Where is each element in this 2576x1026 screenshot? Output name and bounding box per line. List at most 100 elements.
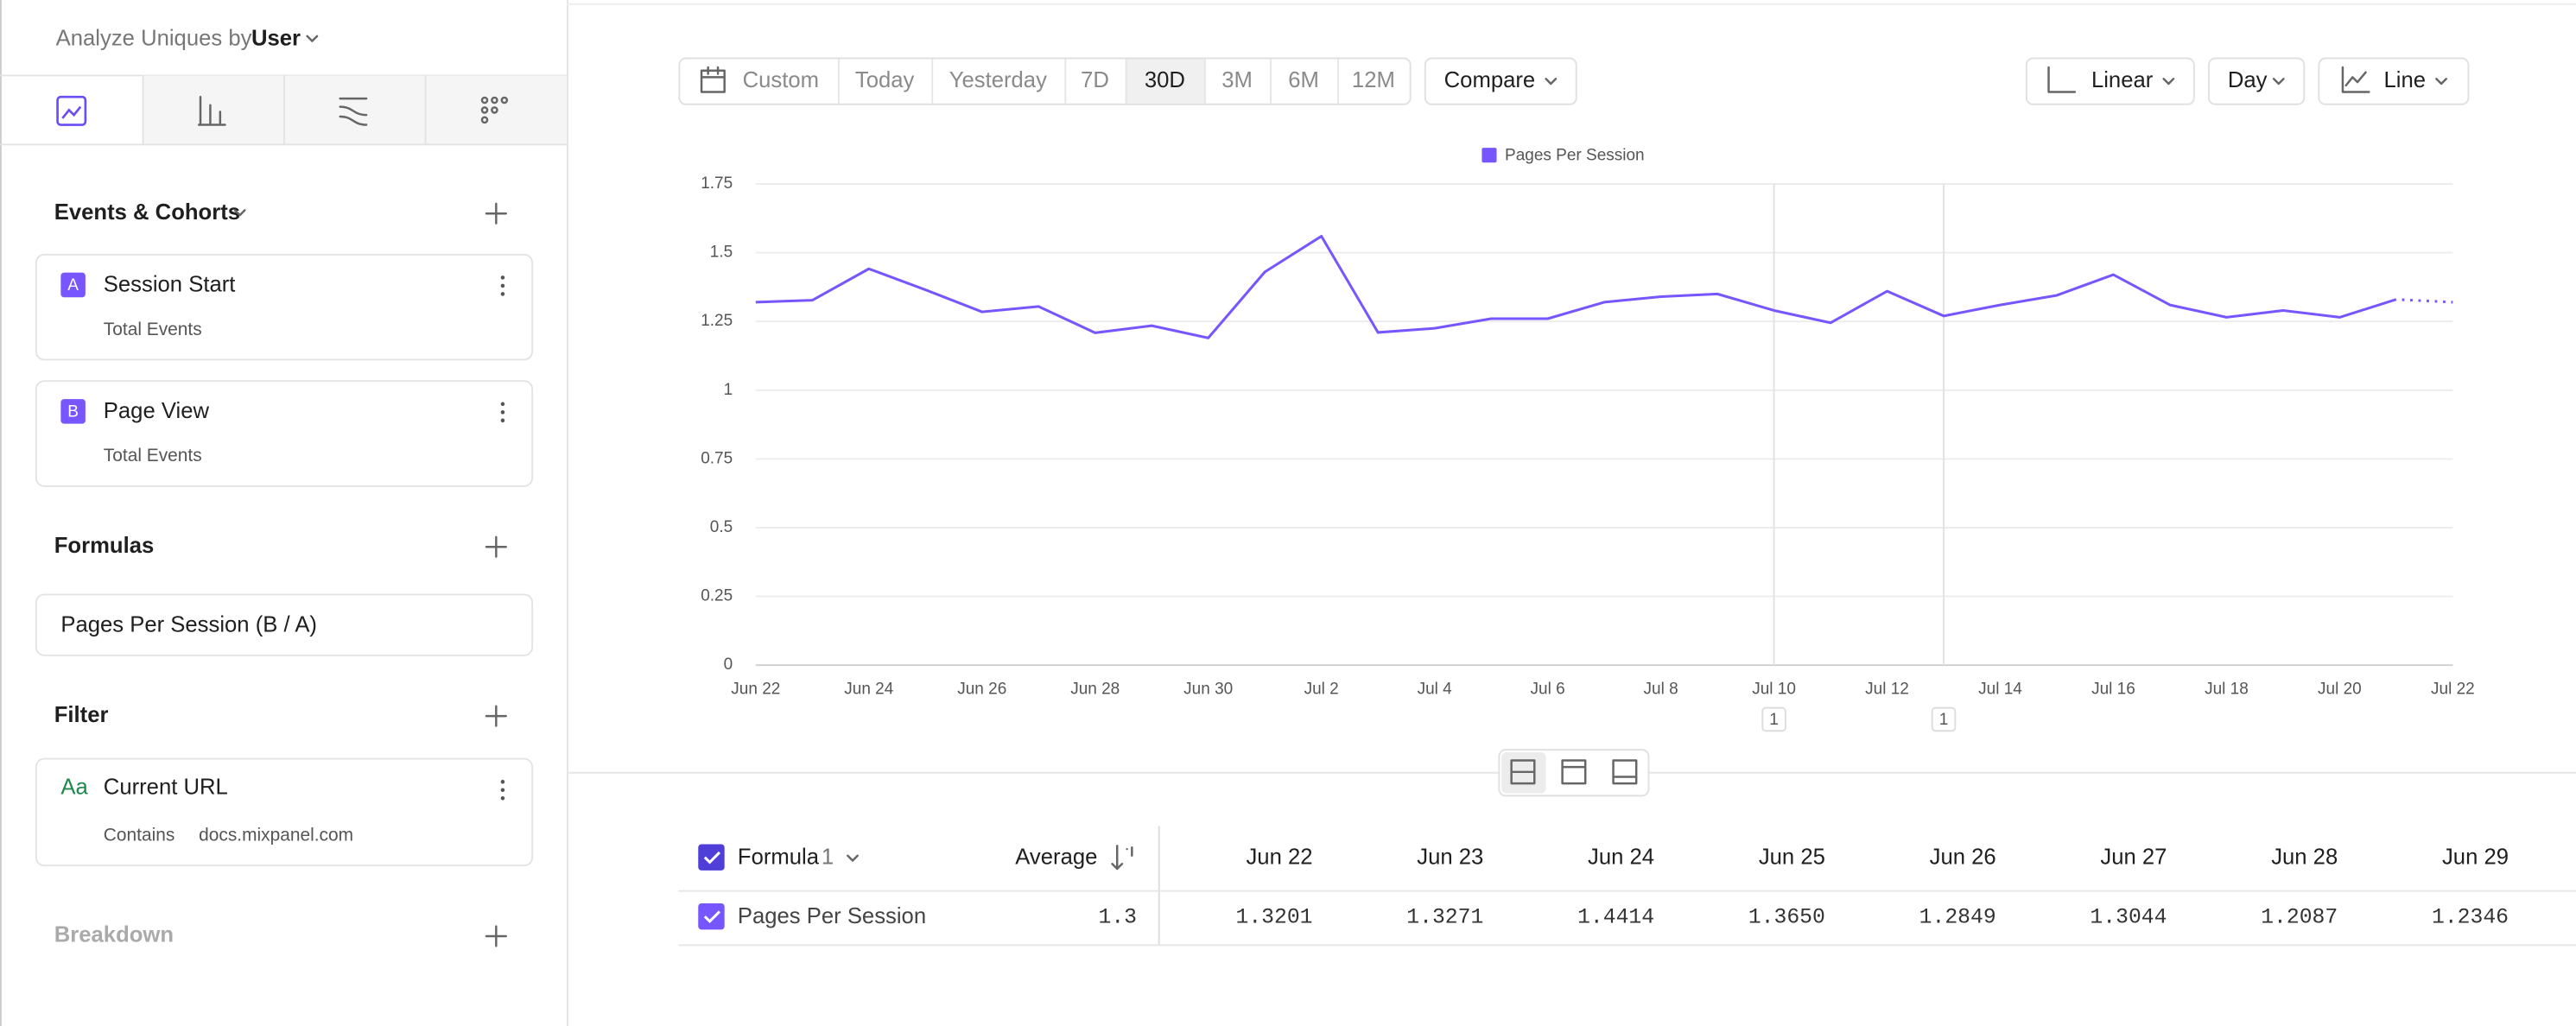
icon xyxy=(500,96,509,104)
column-header: Jun 26 xyxy=(1930,845,1996,869)
y-tick-label: 0.5 xyxy=(710,518,733,536)
column-header: Jun 25 xyxy=(1759,845,1825,869)
cell: 1.2849 xyxy=(1919,906,1996,930)
range-buttons: Custom Today Yesterday 7D 30D 3M 6M 12M xyxy=(743,59,1395,104)
annotation-label: 1 xyxy=(1939,711,1949,729)
x-tick-label: Jul 14 xyxy=(1978,681,2022,699)
table: Formula 1 Average Pages Per Session 1.3 … xyxy=(678,826,2576,947)
compare-label: Compare xyxy=(1444,68,1536,92)
legend-label[interactable]: Pages Per Session xyxy=(1505,147,1645,165)
chart: Pages Per Session 0 0.25 0.5 0.75 1 1.25 1.5 1.… xyxy=(701,147,2475,732)
add-button[interactable] xyxy=(485,705,507,727)
y-tick-label: 1.75 xyxy=(701,174,733,193)
icon xyxy=(491,96,498,104)
filter-property: Current URL xyxy=(104,776,228,800)
y-tick-label: 0.75 xyxy=(701,449,733,467)
cell: 1.4414 xyxy=(1577,906,1654,930)
cell: 1.2087 xyxy=(2261,906,2338,930)
filter-card[interactable]: Aa Current URL Contains docs.mixpanel.co… xyxy=(35,757,534,867)
x-tick-label: Jul 12 xyxy=(1865,681,1909,699)
calendar-icon xyxy=(700,66,726,93)
tab-retention[interactable] xyxy=(480,96,509,124)
x-tick-label: Jul 22 xyxy=(2431,681,2475,699)
add-button[interactable] xyxy=(485,925,507,947)
sort-icon[interactable] xyxy=(1111,845,1133,871)
chart-type-label: Line xyxy=(2383,68,2426,92)
range-button[interactable]: 30D xyxy=(1145,68,1185,92)
annotation-box[interactable] xyxy=(1761,706,1786,732)
x-tick-label: Jun 22 xyxy=(731,681,780,699)
annotation-box[interactable] xyxy=(1931,706,1957,732)
section-title: Filter xyxy=(54,703,109,727)
chevron xyxy=(306,35,319,42)
analyze-value[interactable]: User xyxy=(251,26,301,50)
icon xyxy=(480,116,489,124)
icon xyxy=(491,106,498,114)
cell: 1.3271 xyxy=(1406,906,1483,930)
x-tick-label: Jul 4 xyxy=(1418,681,1453,699)
icon xyxy=(480,96,489,104)
x-tick-label: Jul 6 xyxy=(1531,681,1565,699)
card xyxy=(35,757,534,867)
chevron xyxy=(2162,78,2175,86)
interval-label: Day xyxy=(2228,68,2268,92)
chevron xyxy=(233,209,246,217)
tab-flows[interactable] xyxy=(339,97,368,126)
column-header: Jun 28 xyxy=(2271,845,2338,869)
event-card[interactable]: A Session Start Total Events xyxy=(35,253,534,361)
range-button[interactable]: 12M xyxy=(1352,68,1395,92)
header-average: Average xyxy=(1015,845,1097,869)
icon xyxy=(480,106,489,114)
filter-operator: Contains xyxy=(104,826,175,846)
checkbox[interactable] xyxy=(698,902,725,930)
column-header: Jun 22 xyxy=(1246,845,1312,869)
chart-type-icon xyxy=(2341,66,2370,93)
add-button[interactable] xyxy=(485,202,507,225)
card xyxy=(35,380,534,487)
add-button[interactable] xyxy=(485,535,507,558)
checkbox[interactable] xyxy=(698,844,725,871)
tab-insights[interactable] xyxy=(56,95,87,126)
y-tick-label: 1 xyxy=(724,381,733,399)
cell: 1.2346 xyxy=(2432,906,2509,930)
series-line xyxy=(755,234,2453,339)
range-button[interactable]: Today xyxy=(855,68,915,92)
range-group xyxy=(678,57,1412,105)
y-tick-label: 1.25 xyxy=(701,312,733,330)
event-name: Page View xyxy=(104,399,210,423)
x-tick-label: Jul 10 xyxy=(1752,681,1796,699)
view-split[interactable] xyxy=(1510,759,1536,785)
row-average: 1.3 xyxy=(1099,906,1138,930)
section-title: Breakdown xyxy=(54,923,174,947)
y-tick-label: 0 xyxy=(724,656,733,674)
range-button[interactable]: Yesterday xyxy=(949,68,1047,92)
icon xyxy=(61,105,82,119)
range-button[interactable]: 6M xyxy=(1288,68,1319,92)
formula-card[interactable] xyxy=(35,593,534,656)
section-title: Formulas xyxy=(54,534,154,558)
legend-swatch xyxy=(1482,148,1497,163)
x-tick-label: Jul 16 xyxy=(2091,681,2135,699)
view-table[interactable] xyxy=(1612,759,1638,785)
scale-label: Linear xyxy=(2091,68,2154,92)
range-button[interactable]: 3M xyxy=(1221,68,1253,92)
range-button[interactable]: Custom xyxy=(743,68,819,92)
filter-value: docs.mixpanel.com xyxy=(199,826,353,846)
annotation-label: 1 xyxy=(1769,711,1779,729)
scale-icon xyxy=(2047,66,2077,93)
compare-button[interactable] xyxy=(1424,57,1577,105)
header-count: 1 xyxy=(822,845,834,869)
tab-funnels[interactable] xyxy=(197,95,226,126)
view-chart[interactable] xyxy=(1561,759,1587,785)
event-name: Session Start xyxy=(104,273,236,297)
y-tick-label: 1.5 xyxy=(710,244,733,262)
range-button[interactable]: 7D xyxy=(1081,68,1109,92)
badge-label: B xyxy=(67,402,79,421)
event-card[interactable]: B Page View Total Events xyxy=(35,380,534,487)
x-tick-label: Jun 26 xyxy=(957,681,1006,699)
interval-button[interactable] xyxy=(2208,57,2306,105)
analyze-label: Analyze Uniques by xyxy=(56,26,252,50)
cell: 1.3201 xyxy=(1236,906,1313,930)
